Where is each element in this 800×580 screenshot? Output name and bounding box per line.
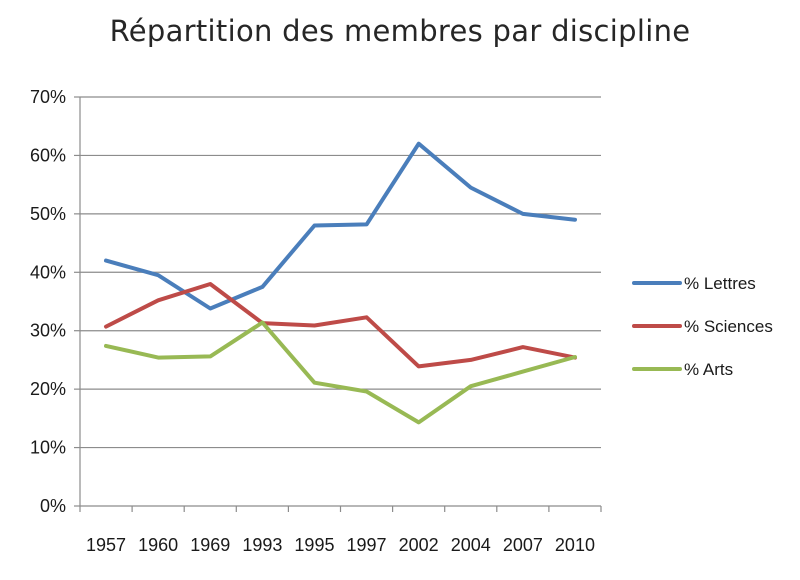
y-tick-label: 0% — [40, 496, 66, 516]
x-tick-label: 1997 — [347, 535, 387, 555]
data-series — [104, 141, 577, 425]
y-tick-label: 10% — [30, 438, 66, 458]
legend-item[interactable]: % Sciences — [632, 317, 773, 336]
legend-label: % Sciences — [684, 317, 773, 336]
series-line-2 — [104, 282, 577, 369]
x-axis-tick-labels: 1957 1960 1969 1993 1995 1997 2002 2004 2007 2010 — [86, 535, 595, 555]
legend-label: % Arts — [684, 360, 733, 379]
legend-item[interactable]: % Lettres — [632, 274, 756, 293]
series-line-1 — [104, 141, 577, 311]
gridlines — [80, 96, 601, 449]
y-tick-label: 20% — [30, 379, 66, 399]
y-tick-label: 60% — [30, 145, 66, 165]
x-tick-label: 1995 — [294, 535, 334, 555]
y-tick-label: 50% — [30, 204, 66, 224]
x-tick-label: 2004 — [451, 535, 491, 555]
series-line-3 — [104, 320, 577, 425]
chart-title: Répartition des membres par discipline — [109, 14, 691, 48]
y-tick-label: 70% — [30, 87, 66, 107]
x-tick-label: 1969 — [190, 535, 230, 555]
y-tick-label: 30% — [30, 321, 66, 341]
x-tick-label: 2010 — [555, 535, 595, 555]
x-tick-label: 2002 — [399, 535, 439, 555]
legend[interactable]: % Lettres % Sciences % Arts — [632, 274, 773, 379]
x-tick-label: 2007 — [503, 535, 543, 555]
y-axis-tick-labels: 0% 10% 20% 30% 40% 50% 60% 70% — [30, 87, 66, 516]
legend-label: % Lettres — [684, 274, 756, 293]
x-tick-label: 1993 — [242, 535, 282, 555]
axes — [74, 96, 602, 512]
legend-item[interactable]: % Arts — [632, 360, 733, 379]
x-tick-label: 1957 — [86, 535, 126, 555]
y-tick-label: 40% — [30, 262, 66, 282]
x-tick-label: 1960 — [138, 535, 178, 555]
